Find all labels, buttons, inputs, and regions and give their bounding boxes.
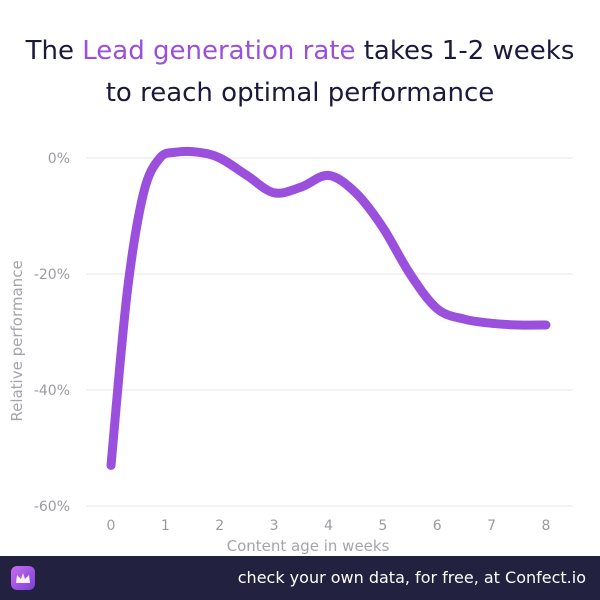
x-tick-label: 5 (378, 518, 387, 534)
y-tick-label: -60% (34, 499, 70, 515)
confect-crown-icon[interactable] (11, 566, 35, 594)
x-tick-label: 6 (433, 518, 442, 534)
y-axis-label: Relative performance (8, 260, 26, 421)
y-tick-label: 0% (48, 151, 70, 167)
series-line (106, 146, 551, 470)
x-tick-label: 0 (107, 518, 116, 534)
x-tick-label: 1 (161, 518, 170, 534)
title-highlight: Lead generation rate (82, 36, 356, 66)
title-line-2: to reach optimal performance (105, 78, 495, 108)
x-axis-label: Content age in weeks (227, 537, 390, 555)
chart-title: The Lead generation rate takes 1-2 weeks… (0, 30, 600, 114)
y-tick-label: -20% (34, 267, 70, 283)
x-axis-ticks: 0 1 2 3 4 5 6 7 8 (107, 518, 551, 534)
x-tick-label: 2 (215, 518, 224, 534)
footer-cta-text[interactable]: check your own data, for free, at Confec… (237, 568, 586, 587)
x-tick-label: 4 (324, 518, 333, 534)
title-line-1: The Lead generation rate takes 1-2 weeks (0, 30, 600, 72)
x-tick-label: 8 (542, 518, 551, 534)
title-suffix: takes 1-2 weeks (355, 36, 575, 66)
line-chart: 0% -20% -40% -60% 0 1 2 3 4 5 6 7 8 Content age in … (8, 146, 573, 555)
chart-grid (86, 157, 573, 507)
y-axis-ticks: 0% -20% -40% -60% (34, 151, 70, 515)
y-tick-label: -40% (34, 383, 70, 399)
footer-banner: check your own data, for free, at Confec… (0, 556, 600, 600)
series-layer (106, 146, 551, 470)
x-tick-label: 7 (487, 518, 496, 534)
x-tick-label: 3 (270, 518, 279, 534)
title-prefix: The (25, 36, 83, 66)
